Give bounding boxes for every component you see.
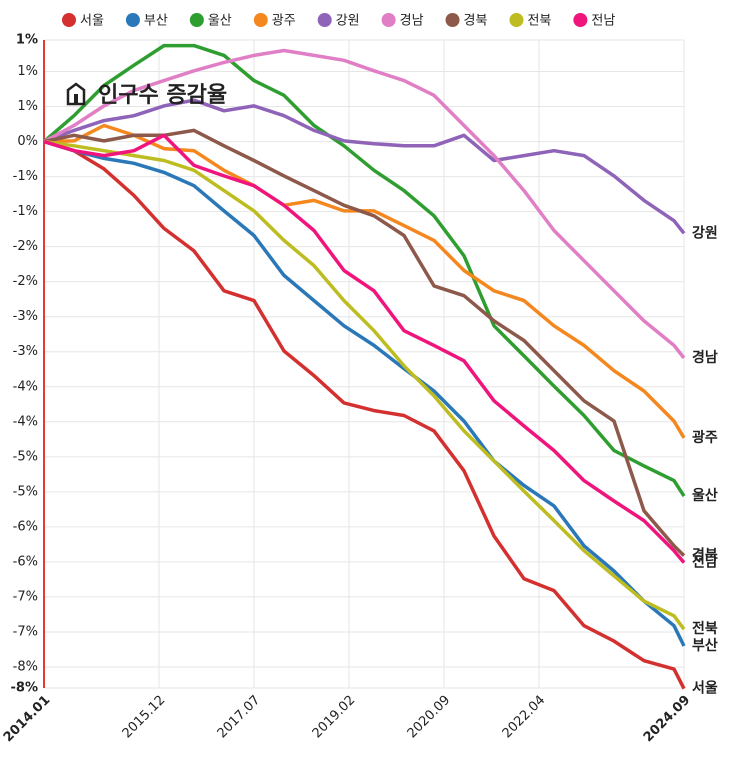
series-line <box>42 43 686 498</box>
y-tick-label: -2% <box>13 274 38 289</box>
x-tick-label: 2014.01 <box>1 693 53 745</box>
end-label: 전남 <box>692 554 718 571</box>
series-line <box>43 48 686 360</box>
legend-marker <box>573 13 588 27</box>
y-tick-label: -7% <box>13 624 38 639</box>
y-tick-label: -3% <box>13 309 38 324</box>
end-label: 강원 <box>692 224 718 241</box>
legend-marker <box>62 13 76 27</box>
y-tick-label: -2% <box>13 239 38 254</box>
legend-label: 전북 <box>527 14 551 29</box>
y-tick-label: -1% <box>13 204 38 219</box>
y-tick-label: 1% <box>16 33 38 48</box>
end-label: 전북 <box>692 620 718 637</box>
legend-marker <box>317 13 332 27</box>
end-label: 경남 <box>692 349 718 366</box>
legend-label: 전남 <box>591 14 615 29</box>
legend-label: 서울 <box>80 14 104 29</box>
x-tick-label: 2022.04 <box>500 693 549 742</box>
series-line <box>43 139 686 631</box>
legend-label: 경북 <box>464 14 488 29</box>
y-tick-label: -3% <box>13 344 38 359</box>
series-line <box>43 139 686 690</box>
legend-label: 울산 <box>208 14 232 29</box>
x-tick-label: 2017.07 <box>215 693 264 742</box>
y-tick-label: -6% <box>13 554 38 569</box>
y-tick-label: -8% <box>11 681 38 696</box>
series-line <box>43 139 686 647</box>
x-tick-label: 2020.09 <box>405 693 454 742</box>
chart-title: 인구수 증감율 <box>98 83 227 108</box>
end-label: 광주 <box>692 429 718 446</box>
y-tick-label: 1% <box>17 64 38 79</box>
legend-marker <box>253 13 268 27</box>
legend-marker <box>445 13 460 27</box>
legend-label: 부산 <box>144 14 168 29</box>
end-label: 경북 <box>692 547 718 564</box>
y-tick-label: 0% <box>17 134 38 149</box>
series-line <box>43 133 686 564</box>
y-tick-label: -4% <box>13 414 38 429</box>
series-line <box>43 123 686 439</box>
x-tick-label: 2019.02 <box>310 693 359 742</box>
x-tick-label: 2024.09 <box>641 693 693 745</box>
legend-label: 광주 <box>272 14 296 29</box>
y-tick-label: -6% <box>13 519 38 534</box>
y-tick-label: -1% <box>13 169 38 184</box>
y-tick-label: -4% <box>13 379 38 394</box>
y-tick-label: -8% <box>13 659 38 674</box>
end-label: 서울 <box>692 680 718 697</box>
legend-label: 경남 <box>400 14 424 29</box>
series-line <box>43 98 686 235</box>
end-label: 부산 <box>692 637 718 654</box>
y-tick-label: -5% <box>13 449 38 464</box>
x-tick-label: 2015.12 <box>120 693 169 742</box>
y-tick-label: -7% <box>13 589 38 604</box>
y-tick-label: -5% <box>13 484 38 499</box>
legend-marker <box>381 13 396 27</box>
legend-marker <box>189 13 204 27</box>
title-icon <box>66 82 86 106</box>
series-line <box>43 128 686 557</box>
y-tick-label: 1% <box>17 99 38 114</box>
plot: 1% 1% 1% 0% -1% -1% -2% -2% -3% -3% -4% -4% -5% -5% -6… <box>1 13 718 745</box>
legend-marker <box>125 13 140 27</box>
legend-label: 강원 <box>336 14 360 29</box>
legend-marker <box>509 13 524 27</box>
end-label: 울산 <box>692 487 718 504</box>
